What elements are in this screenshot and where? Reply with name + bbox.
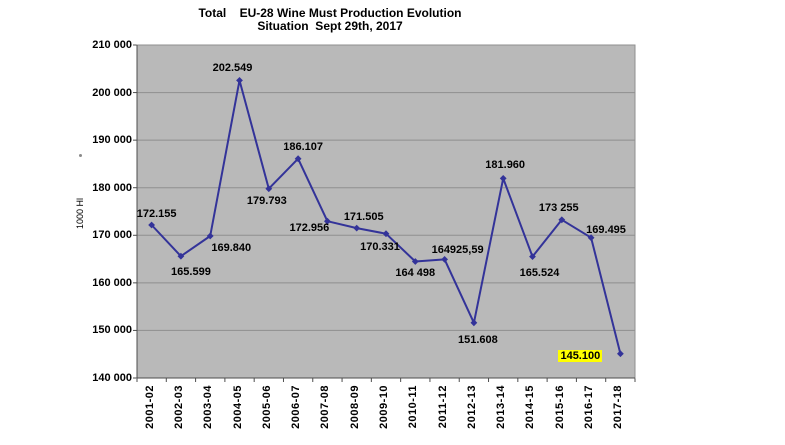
data-point-marker <box>382 230 390 238</box>
data-point-label: 145.100 <box>535 349 625 363</box>
data-point-marker <box>294 155 302 163</box>
x-tick-label: 2009-10 <box>378 385 390 429</box>
data-point-marker <box>529 253 536 260</box>
x-tick-label: 2007-08 <box>319 385 332 429</box>
data-point-label: 164 498 <box>395 267 436 280</box>
x-tick-label: 2001-02 <box>143 385 156 429</box>
y-tick-label: 160 000 <box>92 276 132 289</box>
data-point-label: 172.155 <box>136 208 177 221</box>
data-point-label: 165.599 <box>171 266 211 279</box>
x-tick-label: 2017-18 <box>612 385 625 429</box>
plot-background <box>137 45 635 378</box>
stray-mark <box>79 154 82 157</box>
data-point-label: 179.793 <box>246 194 287 207</box>
x-tick-label: 2008-09 <box>348 385 361 429</box>
x-tick-label: 2005-06 <box>260 385 273 429</box>
data-point-label: 169.840 <box>211 242 252 255</box>
data-point-label: 172.956 <box>289 222 330 235</box>
data-point-marker <box>177 252 185 260</box>
data-point-marker <box>499 175 507 182</box>
y-tick-label: 200 000 <box>92 86 132 99</box>
data-point-marker <box>441 256 448 263</box>
data-point-marker <box>558 216 566 224</box>
data-point-marker <box>265 185 273 193</box>
data-point-label: 164925,59 <box>431 244 484 257</box>
data-point-marker <box>148 221 155 229</box>
y-tick-label: 180 000 <box>92 181 132 194</box>
x-tick-label: 2016-17 <box>583 385 596 429</box>
x-tick-label: 2013-14 <box>495 385 508 429</box>
y-tick-label: 210 000 <box>92 39 132 51</box>
chart-subtitle: Situation Sept 29th, 2017 <box>257 19 403 33</box>
data-point-label: 186.107 <box>283 140 323 153</box>
y-tick-label: 170 000 <box>92 229 132 242</box>
data-point-label: 173 255 <box>538 201 579 214</box>
x-tick-label: 2006-07 <box>290 385 303 429</box>
data-point-label: 151.608 <box>457 333 498 346</box>
data-point-marker <box>470 319 478 327</box>
y-axis-title: 1000 Hl <box>75 198 85 230</box>
data-point-marker <box>587 234 595 242</box>
x-tick-label: 2014-15 <box>524 385 537 429</box>
highlighted-value: 145.100 <box>558 349 603 362</box>
x-tick-label: 2010-11 <box>407 385 420 429</box>
y-tick-label: 140 000 <box>92 372 132 384</box>
data-point-label: 170.331 <box>360 240 400 253</box>
data-point-label: 169.495 <box>586 223 626 236</box>
x-tick-label: 2003-04 <box>202 385 215 429</box>
x-tick-label: 2011-12 <box>436 385 449 429</box>
x-tick-label: 2002-03 <box>172 385 185 429</box>
data-point-marker <box>324 217 331 225</box>
chart-title-block: Total EU-28 Wine Must Production Evoluti… <box>0 7 660 33</box>
data-point-marker <box>411 258 419 265</box>
data-point-label: 181.960 <box>485 159 526 172</box>
x-tick-label: 2015-16 <box>553 385 566 429</box>
data-point-marker <box>206 232 214 240</box>
x-tick-label: 2012-13 <box>465 385 478 429</box>
chart-title: Total EU-28 Wine Must Production Evoluti… <box>198 6 462 20</box>
data-point-label: 171.505 <box>343 211 384 224</box>
data-point-marker <box>236 77 243 84</box>
y-tick-label: 150 000 <box>92 324 132 337</box>
data-point-label: 202.549 <box>212 62 253 75</box>
x-tick-label: 2004-05 <box>231 385 244 429</box>
y-tick-label: 190 000 <box>92 134 132 147</box>
data-point-label: 165.524 <box>519 266 560 279</box>
